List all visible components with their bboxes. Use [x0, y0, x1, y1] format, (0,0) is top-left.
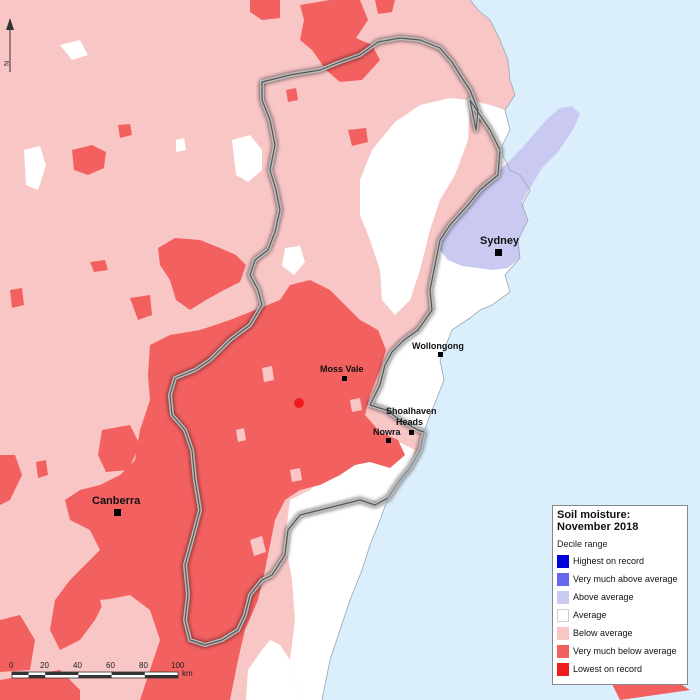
town-label-nowra: Nowra	[373, 427, 402, 437]
town-label-shoalhaven-line1: Shoalhaven	[386, 406, 437, 416]
scale-tick-20: 20	[40, 661, 49, 670]
below-average-holes	[100, 325, 362, 616]
scale-seg-5	[111, 672, 145, 675]
legend-swatch-above	[557, 590, 569, 604]
scale-tick-60: 60	[106, 661, 115, 670]
town-label-sydney: Sydney	[480, 235, 520, 247]
legend-label-average: Average	[573, 610, 607, 620]
legend-title-line2: November 2018	[557, 521, 639, 533]
town-marker-canberra	[114, 509, 121, 516]
town-label-moss-vale: Moss Vale	[320, 364, 364, 374]
legend-item-above: Above average	[557, 588, 683, 606]
north-arrow-label: N	[4, 61, 11, 66]
legend-item-average: Average	[557, 606, 683, 624]
town-moss-vale[interactable]: Moss Vale	[320, 364, 364, 381]
legend-item-highest: Highest on record	[557, 552, 683, 570]
town-marker-wollongong	[438, 352, 443, 357]
legend: Soil moisture: November 2018 Decile rang…	[552, 505, 688, 685]
catchment-boundary-line	[169, 37, 501, 646]
legend-swatch-average	[557, 608, 569, 622]
town-marker-shoalhaven-heads	[409, 430, 414, 435]
town-marker-moss-vale	[342, 376, 347, 381]
scale-seg-6	[144, 675, 178, 678]
legend-label-lowest: Lowest on record	[573, 664, 643, 674]
town-sydney[interactable]: Sydney	[480, 235, 520, 256]
legend-swatch-lowest	[557, 662, 569, 676]
scale-bar: 0 20 40 60 80 100 km	[9, 661, 193, 679]
town-label-canberra: Canberra	[92, 495, 141, 507]
legend-label-below: Below average	[573, 628, 633, 638]
scale-seg-4	[78, 675, 112, 678]
north-arrow: N	[4, 18, 14, 72]
south-coast-average	[285, 440, 415, 700]
scale-unit: km	[182, 669, 193, 678]
legend-label-highest: Highest on record	[573, 556, 645, 566]
legend-swatch-very-much-below	[557, 644, 569, 658]
legend-item-very-much-below: Very much below average	[557, 642, 683, 660]
scale-tick-0: 0	[9, 661, 14, 670]
coastline	[321, 0, 531, 700]
legend-swatch-highest	[557, 554, 569, 568]
scale-tick-100: 100	[171, 661, 185, 670]
legend-item-lowest: Lowest on record	[557, 660, 683, 678]
scale-seg-2	[28, 675, 46, 678]
legend-swatch-very-much-above	[557, 572, 569, 586]
town-label-shoalhaven-line2: Heads	[396, 417, 423, 427]
town-marker-sydney	[495, 249, 502, 256]
town-shoalhaven-heads[interactable]: Shoalhaven Heads	[386, 406, 437, 435]
town-wollongong[interactable]: Wollongong	[412, 341, 464, 357]
legend-label-very-much-above: Very much above average	[573, 574, 678, 584]
legend-swatch-below	[557, 626, 569, 640]
scale-seg-1	[12, 672, 29, 675]
legend-subtitle: Decile range	[557, 539, 608, 549]
town-nowra[interactable]: Nowra	[373, 427, 402, 443]
scale-tick-80: 80	[139, 661, 148, 670]
north-arrow-head	[6, 18, 14, 30]
average-patches-west	[24, 40, 305, 700]
town-marker-nowra	[386, 438, 391, 443]
town-label-wollongong: Wollongong	[412, 341, 464, 351]
legend-title: Soil moisture: November 2018	[557, 509, 683, 533]
inland-average-region	[360, 98, 470, 315]
legend-label-very-much-below: Very much below average	[573, 646, 677, 656]
legend-item-below: Below average	[557, 624, 683, 642]
legend-title-line1: Soil moisture:	[557, 509, 631, 521]
legend-item-very-much-above: Very much above average	[557, 570, 683, 588]
lowest-on-record-spot	[294, 398, 304, 408]
scale-seg-3	[45, 672, 79, 675]
legend-label-above: Above average	[573, 592, 634, 602]
above-average-region	[438, 106, 580, 270]
scale-tick-40: 40	[73, 661, 82, 670]
town-canberra[interactable]: Canberra	[92, 495, 141, 516]
